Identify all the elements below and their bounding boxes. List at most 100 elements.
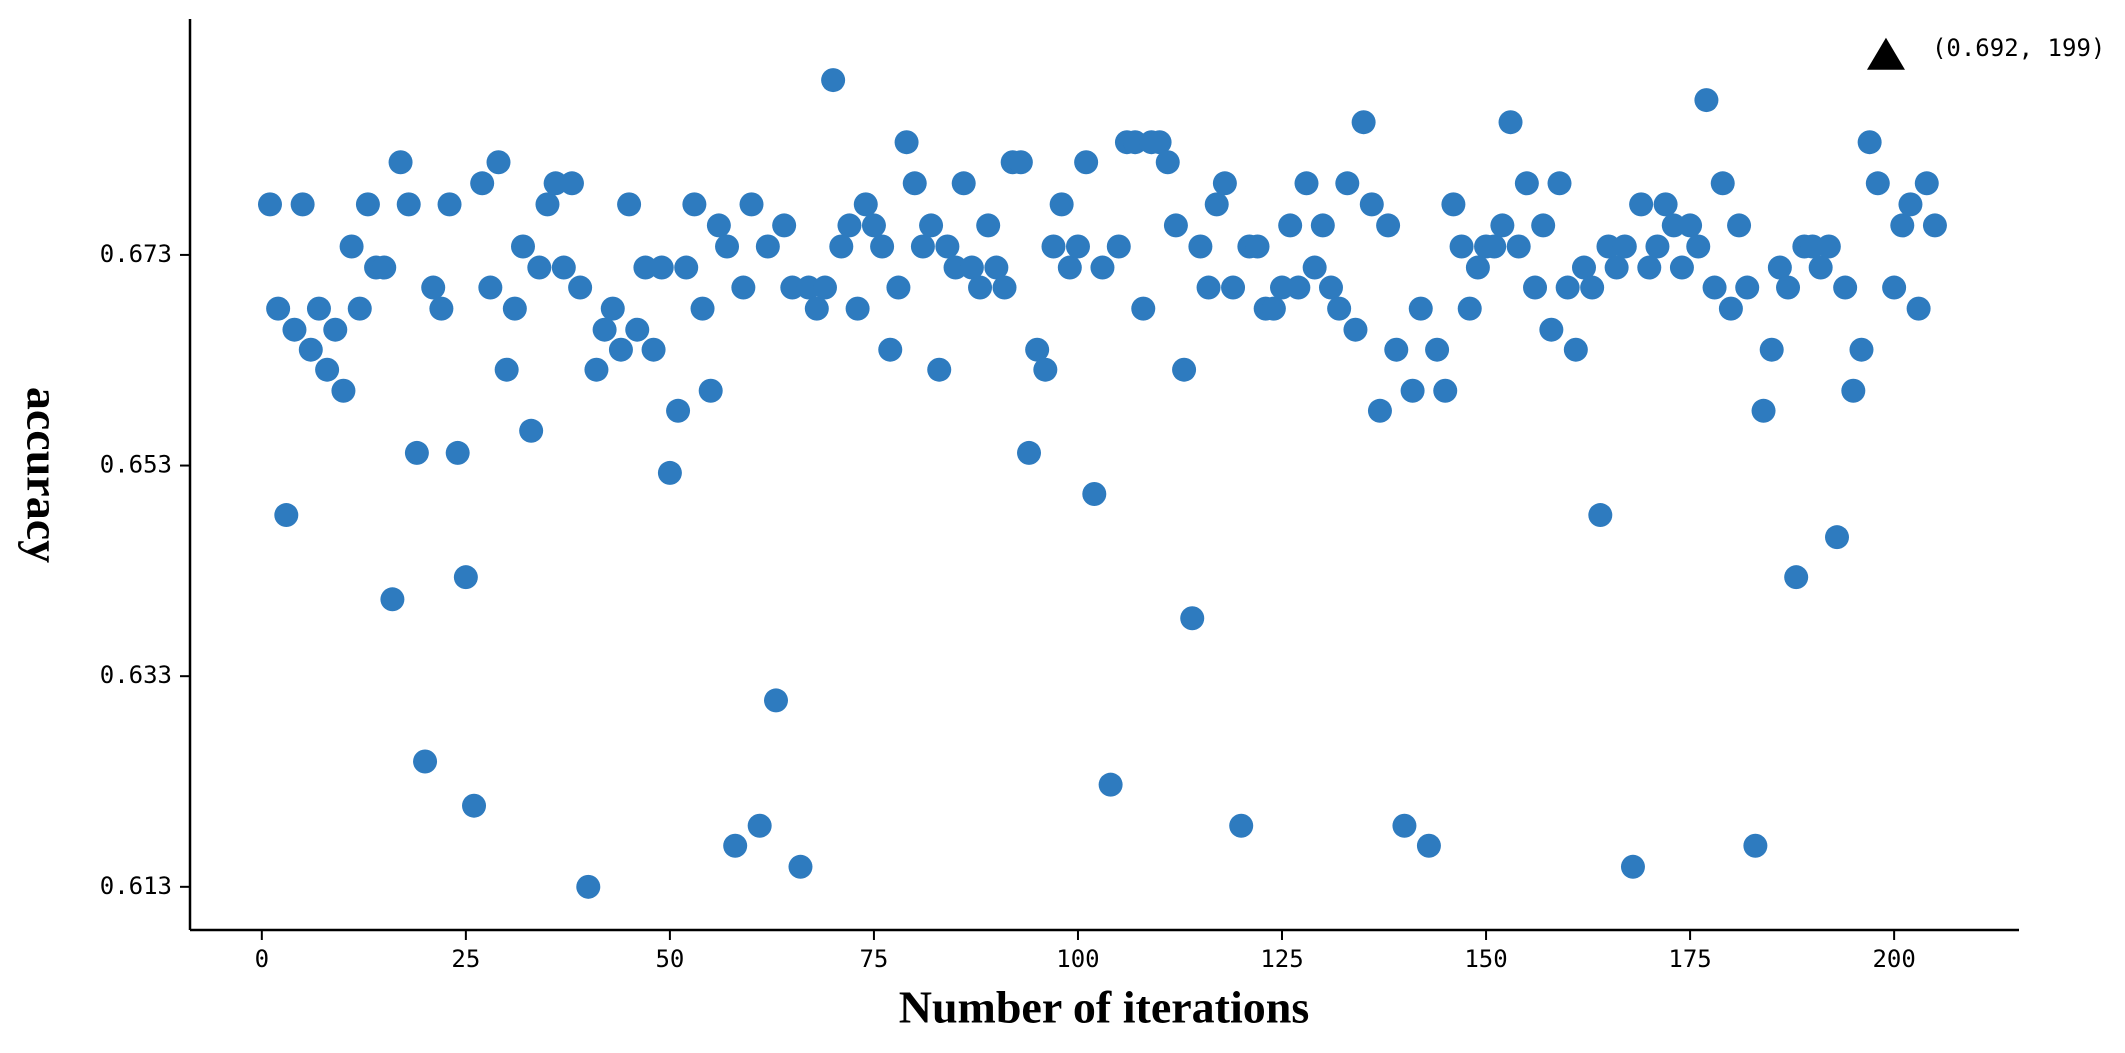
point [1229,813,1254,838]
point [1857,130,1882,155]
point [1065,234,1090,259]
point [527,255,552,280]
point [437,192,462,217]
point [1506,234,1531,259]
point [1318,275,1343,300]
point [1498,110,1523,135]
point [1457,296,1482,321]
x-tick-label: 25 [451,945,480,973]
point [1922,213,1947,238]
point [1033,357,1058,382]
point [788,854,813,879]
point [1196,275,1221,300]
point [608,337,633,362]
point [919,213,944,238]
point [1286,275,1311,300]
point [478,275,503,300]
point [600,296,625,321]
point [1482,234,1507,259]
point [1074,150,1099,175]
point [306,296,331,321]
point [1735,275,1760,300]
point [1008,150,1033,175]
point [1221,275,1246,300]
point [266,296,291,321]
point [331,378,356,403]
point [1645,234,1670,259]
point [1261,296,1286,321]
point [812,275,837,300]
point [878,337,903,362]
point [274,503,299,528]
point [1514,171,1539,196]
y-tick-label: 0.613 [100,872,172,900]
point [821,68,846,93]
point [257,192,282,217]
point [1743,833,1768,858]
point [1376,213,1401,238]
point [1784,565,1809,590]
point [666,398,691,423]
point [1090,255,1115,280]
point [1449,234,1474,259]
x-tick-label: 125 [1260,945,1303,973]
point [1824,525,1849,550]
point [976,213,1001,238]
point [290,192,315,217]
point [1727,213,1752,238]
point [772,213,797,238]
point [1147,130,1172,155]
point [1425,337,1450,362]
point [763,688,788,713]
point [1408,296,1433,321]
point [282,317,307,342]
point [1710,171,1735,196]
point [502,296,527,321]
point [1172,357,1197,382]
point [1906,296,1931,321]
point [1017,440,1042,465]
point [1490,213,1515,238]
point [1351,110,1376,135]
point [984,255,1009,280]
point [1416,833,1441,858]
point [641,337,666,362]
point [804,296,829,321]
point [315,357,340,382]
point [1563,337,1588,362]
point [298,337,323,362]
point [470,171,495,196]
point [1245,234,1270,259]
point [421,275,446,300]
point [551,255,576,280]
point [1523,275,1548,300]
point [1833,275,1858,300]
point [1890,213,1915,238]
point [1082,481,1107,506]
point [959,255,984,280]
point [592,317,617,342]
point [494,357,519,382]
point [910,234,935,259]
point [837,213,862,238]
point [706,213,731,238]
point [1180,606,1205,631]
point [617,192,642,217]
point [1686,234,1711,259]
point [1882,275,1907,300]
y-tick-label: 0.673 [100,240,172,268]
point [1310,213,1335,238]
point [1335,171,1360,196]
point [339,234,364,259]
point [1776,275,1801,300]
point [870,234,895,259]
point [690,296,715,321]
point [535,192,560,217]
point [429,296,454,321]
point [1327,296,1352,321]
point [380,587,405,612]
point [1400,378,1425,403]
point [853,192,878,217]
point [1539,317,1564,342]
point [682,192,707,217]
